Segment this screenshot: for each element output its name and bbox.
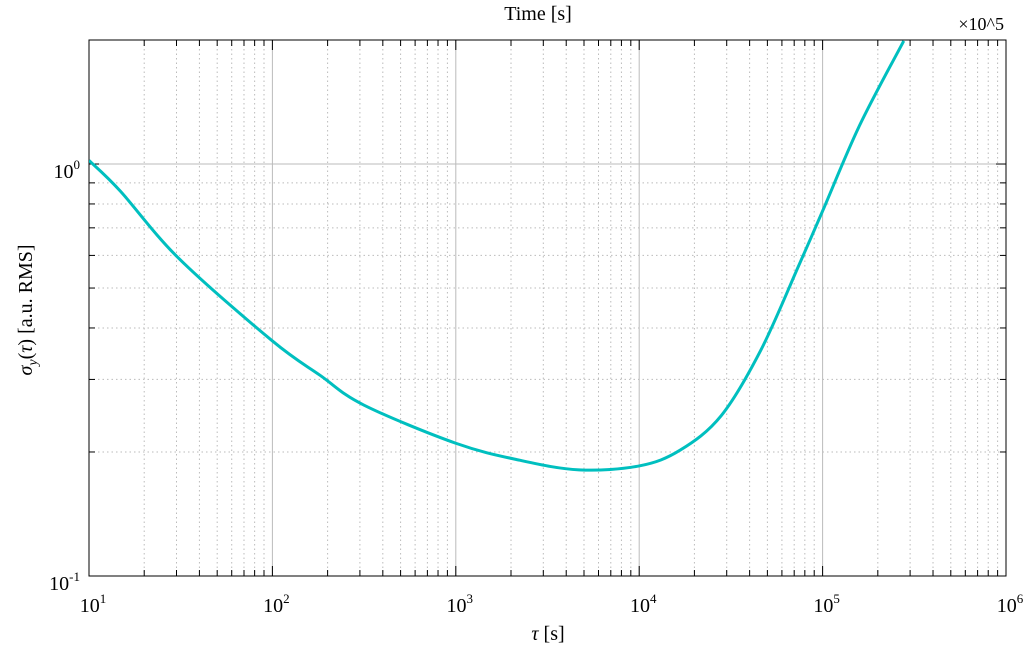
x-tick-label: 105 [813,591,840,617]
tick-labels: 101 102 103 104 105 106 10-1 100 [49,157,1024,617]
grid [88,39,1006,577]
x-tick-label: 103 [447,591,474,617]
x-tick-label: 101 [80,591,107,617]
y-axis-label: σy(τ) [a.u. RMS] [15,244,41,375]
series-line [89,40,906,472]
y-tick-label: 10-1 [49,569,80,595]
x-tick-label: 106 [997,591,1024,617]
y-tick-label: 100 [54,157,81,183]
series-group [89,40,906,472]
plot-frame [88,39,1007,577]
x-axis-label: τ [s] [531,623,564,645]
top-axis-label: Time [s] [504,3,572,25]
x-tick-label: 102 [263,591,290,617]
top-multiplier: ×10^5 [958,14,1004,34]
x-tick-label: 104 [630,591,657,617]
ticks [88,39,1006,577]
